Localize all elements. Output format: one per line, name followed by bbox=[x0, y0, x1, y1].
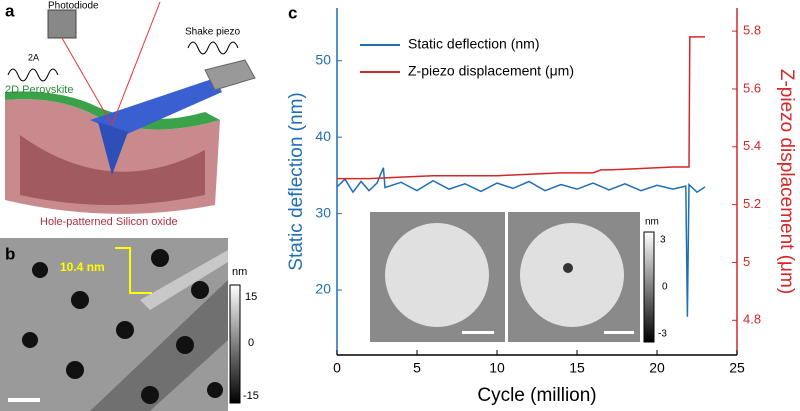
step-label: 10.4 nm bbox=[60, 260, 105, 274]
colorbar bbox=[229, 284, 241, 404]
y2-tick-label: 5 bbox=[743, 254, 750, 269]
y2-tick-label: 5.8 bbox=[743, 23, 761, 38]
x-tick-label: 15 bbox=[569, 360, 585, 376]
terrace bbox=[90, 280, 228, 411]
legend-label: Static deflection (nm) bbox=[408, 36, 540, 52]
hole bbox=[20, 135, 205, 205]
y-tick-label: 40 bbox=[315, 128, 331, 144]
scale-bar bbox=[604, 331, 634, 334]
y-tick-label: 20 bbox=[315, 281, 331, 297]
colorbar-label: -15 bbox=[243, 390, 259, 402]
defect bbox=[563, 263, 573, 273]
y2-tick-label: 5.4 bbox=[743, 138, 761, 153]
piezo bbox=[204, 59, 256, 91]
holes bbox=[22, 249, 223, 404]
membrane bbox=[520, 223, 624, 327]
membrane bbox=[385, 223, 489, 327]
cantilever bbox=[90, 78, 222, 135]
panel-letter: a bbox=[5, 1, 15, 20]
y2-tick-label: 4.8 bbox=[743, 312, 761, 327]
wave bbox=[7, 68, 59, 82]
label: Shake piezo bbox=[185, 27, 240, 38]
laser bbox=[61, 37, 113, 126]
laser bbox=[111, 1, 161, 126]
colorbar-label: 0 bbox=[248, 337, 254, 349]
colorbar-unit: nm bbox=[645, 217, 659, 228]
x-tick-label: 25 bbox=[729, 360, 745, 376]
insets: nm 3 0 -3 bbox=[370, 212, 668, 343]
perovskite bbox=[5, 91, 220, 130]
x-tick-label: 0 bbox=[333, 360, 341, 376]
y-tick-label: 30 bbox=[315, 204, 331, 220]
series-line bbox=[337, 36, 705, 180]
scale-bar bbox=[462, 331, 494, 334]
panel-a: a Photodiode Shake piezo 2A 2D Perovskit… bbox=[5, 1, 256, 228]
x-tick-label: 20 bbox=[649, 360, 665, 376]
wave bbox=[187, 41, 239, 55]
colorbar-label: 0 bbox=[662, 282, 668, 293]
panel-letter: b bbox=[5, 244, 15, 263]
colorbar-label: 15 bbox=[245, 291, 257, 303]
step-marker bbox=[115, 247, 152, 294]
colorbar bbox=[643, 231, 655, 343]
terrace bbox=[140, 250, 228, 310]
legend-label: Z-piezo displacement (μm) bbox=[408, 63, 574, 79]
y2-tick-label: 5.6 bbox=[743, 80, 761, 95]
colorbar-unit: nm bbox=[232, 266, 247, 278]
label: Hole-patterned Silicon oxide bbox=[40, 216, 178, 228]
label: 2D Perovskite bbox=[5, 84, 73, 96]
x-tick-label: 5 bbox=[413, 360, 421, 376]
label: 2A bbox=[28, 52, 39, 62]
y2-tick-label: 5.2 bbox=[743, 196, 761, 211]
colorbar-label: 3 bbox=[660, 235, 666, 246]
y-tick-label: 50 bbox=[315, 51, 331, 67]
colorbar-label: -3 bbox=[658, 329, 667, 340]
scale-bar bbox=[8, 398, 40, 402]
y-axis-label: Static deflection (nm) bbox=[286, 92, 307, 270]
photodiode bbox=[47, 9, 77, 39]
label: Photodiode bbox=[48, 1, 99, 12]
x-axis-label: Cycle (million) bbox=[477, 385, 596, 406]
series-line bbox=[336, 167, 706, 317]
panel-b: b 10.4 nm nm 15 0 -15 bbox=[0, 238, 259, 411]
y2-axis-label: Z-piezo displacement (μm) bbox=[776, 69, 797, 294]
panel-letter: c bbox=[288, 3, 297, 22]
tip bbox=[98, 122, 128, 175]
x-tick-label: 10 bbox=[489, 360, 505, 376]
